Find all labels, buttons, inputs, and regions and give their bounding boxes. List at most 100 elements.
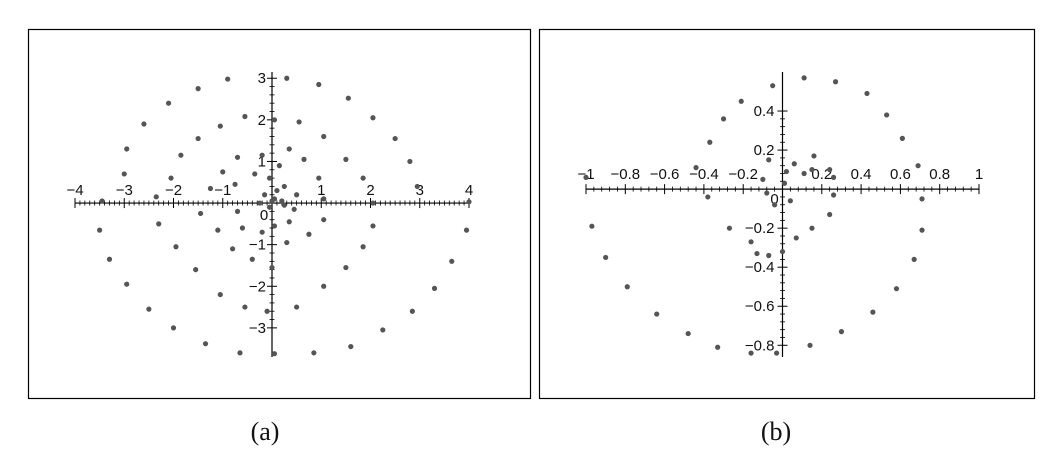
data-point	[242, 113, 248, 120]
x-tick-label: 2	[366, 182, 374, 199]
y-tick-label: −1	[249, 237, 266, 254]
x-tick-label: 1	[975, 166, 983, 183]
x-tick-label: −3	[116, 182, 133, 199]
data-point	[754, 250, 760, 257]
data-point	[770, 83, 776, 89]
data-point	[239, 225, 246, 231]
data-point	[271, 196, 278, 202]
data-point	[899, 135, 905, 141]
data-point	[316, 81, 322, 88]
data-point	[919, 227, 925, 233]
y-tick-label: 2	[258, 112, 266, 129]
y-tick-label: −3	[249, 320, 266, 337]
y-tick-label: −2	[249, 278, 266, 295]
y-tick-label: 1	[258, 153, 266, 170]
data-point	[215, 227, 221, 233]
data-point	[864, 90, 870, 97]
data-point	[266, 175, 273, 181]
data-point	[779, 248, 786, 255]
x-tick-label: −0.6	[650, 166, 680, 183]
data-point	[259, 229, 265, 235]
data-point	[207, 185, 214, 192]
data-point	[281, 202, 287, 208]
data-point	[230, 246, 236, 252]
data-point	[321, 217, 327, 223]
x-tick-label: −0.2	[728, 166, 758, 183]
data-point	[726, 225, 733, 231]
data-point	[360, 175, 366, 181]
data-point	[624, 284, 630, 290]
data-point	[165, 100, 172, 106]
x-tick-label: 1	[317, 182, 325, 199]
y-tick-label: 0.4	[754, 103, 775, 120]
data-point	[766, 157, 772, 163]
data-point	[827, 211, 833, 218]
data-point	[266, 204, 273, 210]
x-tick-label: 0	[260, 207, 268, 224]
data-point	[286, 219, 292, 225]
data-point	[832, 79, 839, 85]
data-point	[106, 256, 113, 262]
data-point	[793, 235, 799, 241]
data-point	[271, 117, 278, 123]
data-point	[225, 76, 231, 82]
data-point	[156, 221, 162, 227]
data-point	[654, 311, 660, 317]
data-point	[589, 223, 595, 229]
data-point	[124, 146, 130, 152]
data-point	[141, 121, 147, 127]
y-tick-label: −0.2	[745, 220, 775, 237]
data-point	[259, 152, 265, 158]
y-tick-label: 3	[258, 70, 266, 87]
data-point	[274, 187, 280, 194]
data-point	[321, 133, 327, 140]
x-tick-label: −1	[577, 166, 594, 183]
y-tick-label: −0.4	[745, 259, 775, 276]
data-point	[360, 244, 366, 250]
data-point	[343, 156, 349, 162]
data-point	[202, 341, 209, 347]
data-point	[748, 350, 754, 356]
chart-panel-b: −1 −0.8 −0.6 −0.4 −0.2 0 0.2 0.4 0.6 0.8 1 −0.8 −0.6…	[538, 28, 1036, 446]
data-point	[220, 169, 226, 175]
data-point	[764, 190, 770, 196]
data-point	[345, 95, 351, 101]
chart-panel-a: −4 −3 −2 −1 0 1 2 3 4 −3 −2 −1 1 2 3 (a)	[27, 28, 532, 446]
x-tick-label: −0.4	[689, 166, 719, 183]
data-point	[291, 206, 297, 212]
data-point	[693, 165, 699, 171]
data-point	[787, 198, 793, 204]
data-point	[264, 308, 270, 314]
data-point	[311, 350, 317, 356]
data-point	[370, 115, 376, 121]
x-tick-label: 0	[770, 191, 778, 208]
data-point	[919, 196, 925, 202]
data-point	[705, 194, 711, 200]
data-point	[284, 75, 290, 81]
data-point	[262, 192, 268, 198]
data-point	[884, 112, 890, 118]
data-point	[99, 198, 105, 204]
data-point	[392, 135, 398, 142]
data-point	[893, 286, 900, 292]
data-point	[370, 200, 376, 206]
data-point	[271, 351, 278, 357]
data-point	[811, 153, 817, 159]
data-point	[685, 330, 691, 337]
data-point	[168, 175, 174, 181]
data-point	[153, 194, 159, 200]
data-point	[583, 174, 589, 181]
data-point	[801, 170, 807, 177]
data-point	[707, 139, 713, 145]
data-point	[801, 75, 807, 81]
data-point	[294, 304, 300, 310]
data-point	[170, 325, 177, 331]
data-point	[827, 167, 833, 173]
data-point	[911, 256, 917, 262]
data-point	[414, 183, 420, 190]
y-tick-label: 0.2	[754, 142, 775, 159]
data-point	[321, 196, 327, 202]
data-point	[237, 350, 243, 356]
data-point	[720, 116, 727, 122]
